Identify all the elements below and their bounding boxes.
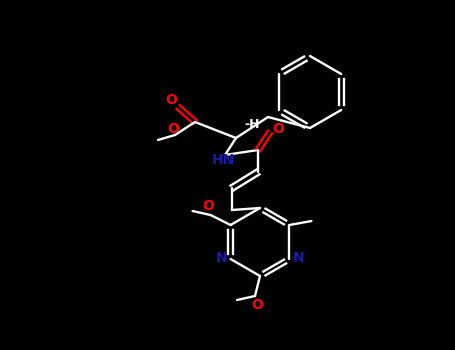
Text: O: O [202,199,214,213]
Text: O: O [272,122,284,136]
Text: N: N [216,251,228,265]
Text: O: O [251,298,263,312]
Text: N: N [293,251,304,265]
Text: O: O [167,122,179,136]
Text: -H: -H [244,118,260,131]
Text: HN: HN [212,153,235,167]
Text: O: O [165,93,177,107]
